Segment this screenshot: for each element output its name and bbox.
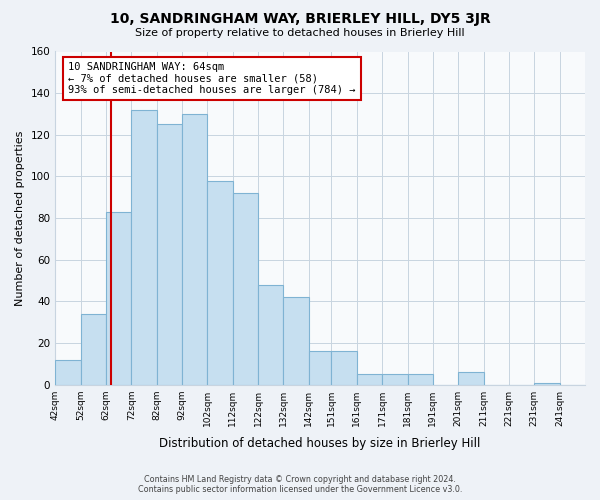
Bar [382,374,407,384]
Bar [80,314,106,384]
Bar [283,297,308,384]
Text: 10, SANDRINGHAM WAY, BRIERLEY HILL, DY5 3JR: 10, SANDRINGHAM WAY, BRIERLEY HILL, DY5 … [110,12,490,26]
Bar [357,374,382,384]
Bar [534,382,560,384]
Bar [331,352,357,384]
Text: Contains HM Land Registry data © Crown copyright and database right 2024.
Contai: Contains HM Land Registry data © Crown c… [138,474,462,494]
Bar [407,374,433,384]
Y-axis label: Number of detached properties: Number of detached properties [15,130,25,306]
Bar [157,124,182,384]
Bar [308,352,331,384]
Bar [106,212,131,384]
Bar [131,110,157,384]
Bar [458,372,484,384]
X-axis label: Distribution of detached houses by size in Brierley Hill: Distribution of detached houses by size … [160,437,481,450]
Bar [258,284,283,384]
Bar [182,114,207,384]
Bar [207,180,233,384]
Text: 10 SANDRINGHAM WAY: 64sqm
← 7% of detached houses are smaller (58)
93% of semi-d: 10 SANDRINGHAM WAY: 64sqm ← 7% of detach… [68,62,355,95]
Bar [55,360,80,384]
Text: Size of property relative to detached houses in Brierley Hill: Size of property relative to detached ho… [135,28,465,38]
Bar [233,193,258,384]
